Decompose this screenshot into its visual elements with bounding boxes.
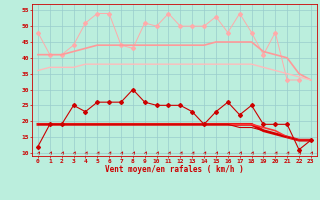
X-axis label: Vent moyen/en rafales ( km/h ): Vent moyen/en rafales ( km/h ) bbox=[105, 165, 244, 174]
